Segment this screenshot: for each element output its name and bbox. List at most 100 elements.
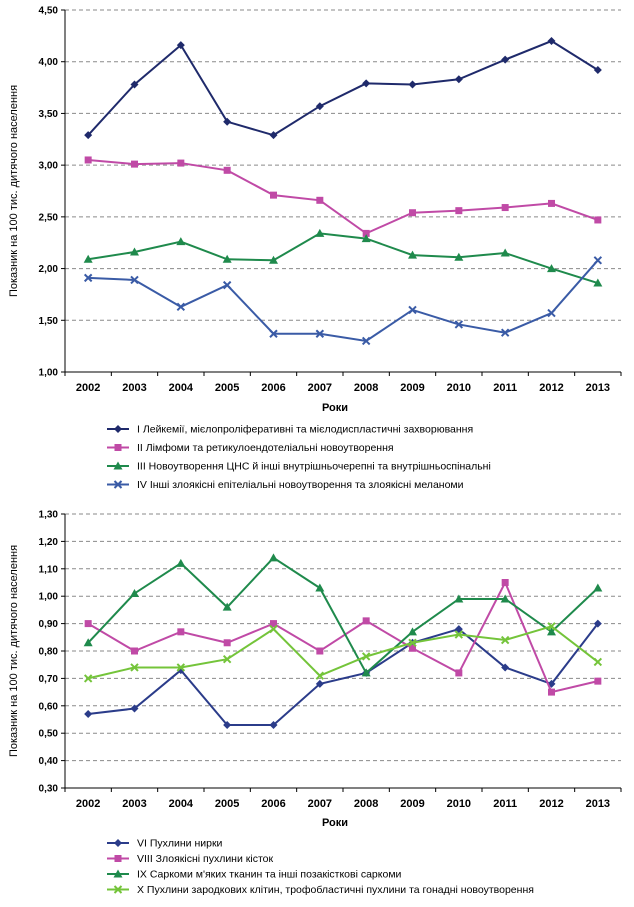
legend-item: IX Саркоми м'яких тканин та інші позакіс…	[107, 869, 402, 881]
data-point	[454, 252, 464, 261]
data-point	[454, 320, 464, 329]
legend-item: IV Інші злоякісні епітеліальні новоутвор…	[107, 479, 464, 491]
data-point	[316, 196, 324, 204]
y-tick-label: 3,00	[39, 161, 59, 172]
y-tick-label: 0,80	[39, 647, 59, 658]
legend: VI Пухлини нирки VIII Злоякісні пухлини к…	[107, 838, 534, 896]
legend-item: X Пухлини зародкових клітин, трофобласти…	[107, 884, 534, 896]
y-tick-label: 0,60	[39, 701, 59, 712]
data-point	[408, 80, 417, 89]
legend-marker	[113, 461, 123, 470]
data-point	[315, 102, 324, 111]
y-tick-label: 0,70	[39, 674, 59, 685]
data-point	[547, 37, 556, 46]
data-point	[409, 209, 416, 217]
data-point	[269, 553, 278, 562]
data-point	[361, 668, 371, 677]
data-point	[594, 216, 602, 224]
x-tick-label: 2011	[493, 382, 517, 394]
data-point	[593, 65, 602, 74]
data-point	[269, 255, 278, 264]
y-tick-label: 0,30	[39, 784, 59, 795]
x-tick-label: 2004	[169, 382, 194, 394]
series-3	[83, 553, 603, 677]
data-point	[269, 329, 278, 338]
data-point	[593, 278, 603, 287]
data-point	[83, 254, 93, 263]
data-point	[547, 308, 556, 318]
data-point	[408, 305, 417, 315]
data-point	[222, 254, 232, 263]
legend-label: IV Інші злоякісні епітеліальні новоутвор…	[137, 479, 464, 491]
data-point	[362, 617, 370, 625]
y-tick-label: 1,20	[39, 537, 59, 548]
y-tick-label: 2,50	[39, 212, 59, 223]
legend-label: VI Пухлини нирки	[137, 838, 223, 850]
data-point	[176, 558, 186, 567]
chart-1: 1,00 1,50 2,00 2,50 3,00 3,50 4,00 4,50 2002 2003…	[8, 6, 622, 491]
data-point	[547, 622, 556, 631]
data-point	[500, 328, 510, 337]
x-tick-label: 2007	[308, 798, 332, 810]
legend-item: I Лейкемії, мієлопроліферативні та мієло…	[107, 424, 473, 436]
x-tick-label: 2005	[215, 382, 239, 394]
data-point	[362, 229, 370, 237]
x-tick-label: 2010	[447, 382, 471, 394]
data-point	[315, 679, 324, 688]
y-tick-label: 2,00	[39, 264, 59, 275]
series-line	[88, 158, 599, 235]
data-point	[593, 256, 603, 265]
series-2	[84, 156, 602, 237]
data-point	[222, 280, 232, 290]
legend-marker	[113, 869, 123, 878]
y-tick-label: 4,00	[39, 57, 59, 68]
data-point	[270, 620, 277, 628]
y-tick-label: 1,00	[39, 592, 59, 603]
data-point	[500, 248, 510, 257]
series-1	[84, 37, 602, 140]
data-point	[84, 620, 92, 628]
data-point	[83, 273, 93, 283]
x-tick-label: 2008	[354, 798, 378, 810]
legend-marker	[114, 839, 122, 847]
data-point	[130, 80, 139, 89]
data-point	[548, 688, 555, 696]
x-tick-label: 2002	[76, 798, 100, 810]
data-point	[454, 594, 464, 603]
legend-item: III Новоутворення ЦНС й інші внутрішньоч…	[107, 461, 491, 473]
legend: I Лейкемії, мієлопроліферативні та мієло…	[107, 424, 491, 491]
data-point	[408, 627, 417, 636]
legend-label: X Пухлини зародкових клітин, трофобласти…	[137, 884, 534, 896]
legend-marker	[113, 885, 123, 894]
data-point	[315, 329, 325, 338]
legend-item: VIII Злоякісні пухлини кісток	[107, 853, 273, 865]
data-point	[270, 191, 277, 199]
data-point	[83, 638, 93, 647]
series-4	[83, 622, 603, 683]
data-point	[409, 644, 416, 652]
series-3	[83, 228, 603, 287]
x-tick-label: 2007	[308, 382, 332, 394]
series-line	[87, 556, 599, 675]
x-tick-label: 2010	[447, 798, 471, 810]
data-point	[176, 663, 186, 672]
y-tick-label: 1,00	[39, 368, 59, 379]
data-point	[501, 663, 510, 672]
data-point	[361, 652, 371, 661]
x-tick-label: 2012	[539, 382, 563, 394]
data-point	[176, 302, 186, 312]
data-point	[593, 619, 602, 628]
data-point	[408, 638, 417, 647]
data-point	[176, 237, 186, 246]
y-tick-label: 4,50	[39, 6, 59, 17]
data-point	[223, 117, 232, 126]
x-tick-label: 2006	[261, 382, 285, 394]
data-point	[223, 166, 231, 174]
data-point	[223, 639, 231, 647]
data-point	[362, 79, 371, 88]
data-point	[131, 160, 138, 168]
x-axis-title: Роки	[322, 402, 348, 414]
x-tick-label: 2004	[169, 798, 194, 810]
data-point	[130, 275, 139, 285]
x-tick-label: 2005	[215, 798, 239, 810]
